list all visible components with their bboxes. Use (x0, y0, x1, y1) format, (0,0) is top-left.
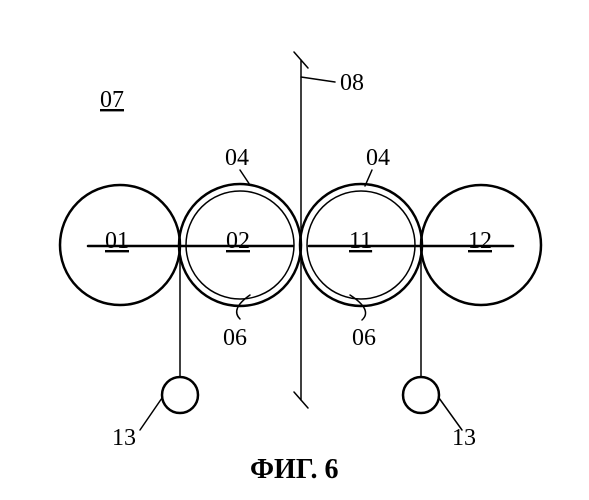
roller-13-left (162, 377, 198, 413)
label-n06l: 06 (223, 325, 247, 351)
label-n07: 07 (100, 87, 124, 113)
roller-13-right (403, 377, 439, 413)
label-n13r: 13 (452, 425, 476, 451)
label-n12: 12 (468, 228, 492, 254)
figure-diagram: 07 08 04 04 01 02 11 12 06 06 13 13 (0, 0, 589, 500)
label-n04r: 04 (366, 145, 390, 171)
label-n02: 02 (226, 228, 250, 254)
label-n11: 11 (349, 228, 372, 254)
leader-13-left (140, 398, 162, 430)
figure-caption: ФИГ. 6 (250, 454, 338, 486)
label-n08: 08 (340, 70, 364, 96)
label-n13l: 13 (112, 425, 136, 451)
label-n06r: 06 (352, 325, 376, 351)
label-n01: 01 (105, 228, 129, 254)
label-n04l: 04 (225, 145, 249, 171)
leader-08 (301, 77, 335, 82)
leader-04-left (240, 170, 250, 185)
